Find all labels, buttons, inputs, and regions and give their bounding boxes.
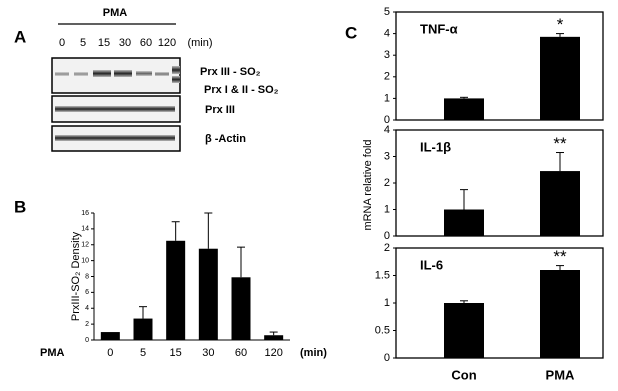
blot-strip [51,125,181,152]
x-tick-label: Con [451,367,476,382]
y-tick-label: 4 [85,305,89,312]
lane-label: 5 [80,37,86,49]
band-label: Prx III [205,104,235,116]
y-tick-label: 4 [384,124,390,136]
x-tick-label: 15 [170,347,182,359]
bar [264,335,284,340]
x-tick-label: 5 [140,347,146,359]
axis-label: mRNA relative fold [362,139,374,230]
bar [444,98,484,120]
lane-unit: (min) [187,37,212,49]
y-tick-label: 1 [384,92,390,104]
x-tick-label: 120 [264,347,282,359]
error-bar [139,306,147,319]
error-bar [460,300,468,303]
plot-frame [395,11,604,121]
significance: * [557,15,564,34]
significance: ** [553,134,567,153]
y-tick-label: 16 [81,210,89,217]
bar [444,209,484,236]
y-tick-label: 0 [384,352,390,364]
y-tick-label: 5 [384,6,390,18]
lane-label: 60 [140,37,152,49]
y-tick-label: 2 [384,242,390,254]
bar [444,303,484,358]
y-tick-label: 1 [384,203,390,215]
y-tick-label: 0 [85,337,89,344]
panel-label: A [14,27,26,46]
error-bar [460,189,468,210]
y-tick-label: 10 [81,257,89,264]
bar [231,277,251,340]
y-tick-label: 2 [384,177,390,189]
bar [540,270,580,358]
y-tick-label: 2 [384,71,390,83]
band-label: β -Actin [205,133,246,145]
y-tick-label: 3 [384,150,390,162]
y-tick-label: 0 [384,114,390,126]
error-bar [204,212,213,249]
bar [540,36,580,121]
panel-label: C [345,23,357,42]
bar [166,240,186,340]
y-tick-label: 1 [384,297,390,309]
y-tick-label: 0 [384,230,390,242]
lane-label: 15 [98,37,110,49]
error-bar [237,246,245,278]
x-unit: (min) [300,347,327,359]
y-tick-label: 12 [81,242,89,249]
panel-label: B [14,197,26,216]
error-bar [460,96,468,99]
chart-title: IL-6 [420,257,443,272]
y-tick-label: 1.5 [375,269,390,281]
y-tick-label: 4 [384,28,390,40]
blot-strip [51,95,181,123]
error-bar [556,265,564,270]
y-tick-label: 14 [81,226,89,233]
x-tick-label: 0 [107,347,113,359]
y-tick-label: 0.5 [375,324,390,336]
y-tick-label: 6 [85,289,89,296]
error-bar [171,221,180,241]
blot-treatment: PMA [103,7,128,19]
y-tick-label: 3 [384,49,390,61]
lane-label: 120 [158,37,176,49]
y-tick-label: 8 [85,273,89,280]
bar [133,318,153,340]
lane-labels: 0 5 15 30 60 120 [59,37,176,49]
x-tick-label: 30 [202,347,214,359]
x-tick-label: 60 [235,347,247,359]
x-label: PMA [40,347,65,359]
lane-label: 0 [59,37,65,49]
error-bar [556,152,564,172]
axis-label: PrxIII-SO₂ Density [70,231,82,321]
band-label: Prx I & II - SO₂ [204,84,279,96]
error-bar [556,33,564,37]
bar [540,171,580,236]
band-label: Prx III - SO₂ [200,66,261,78]
bar [100,332,120,340]
chart-title: TNF-α [420,21,458,36]
x-tick-label: PMA [546,367,576,382]
lane-label: 30 [119,37,131,49]
chart-title: IL-1β [420,139,451,154]
y-tick-label: 2 [85,321,89,328]
error-bar [269,331,278,336]
significance: ** [553,247,567,266]
blot-strip [51,57,181,94]
bar [198,248,218,340]
